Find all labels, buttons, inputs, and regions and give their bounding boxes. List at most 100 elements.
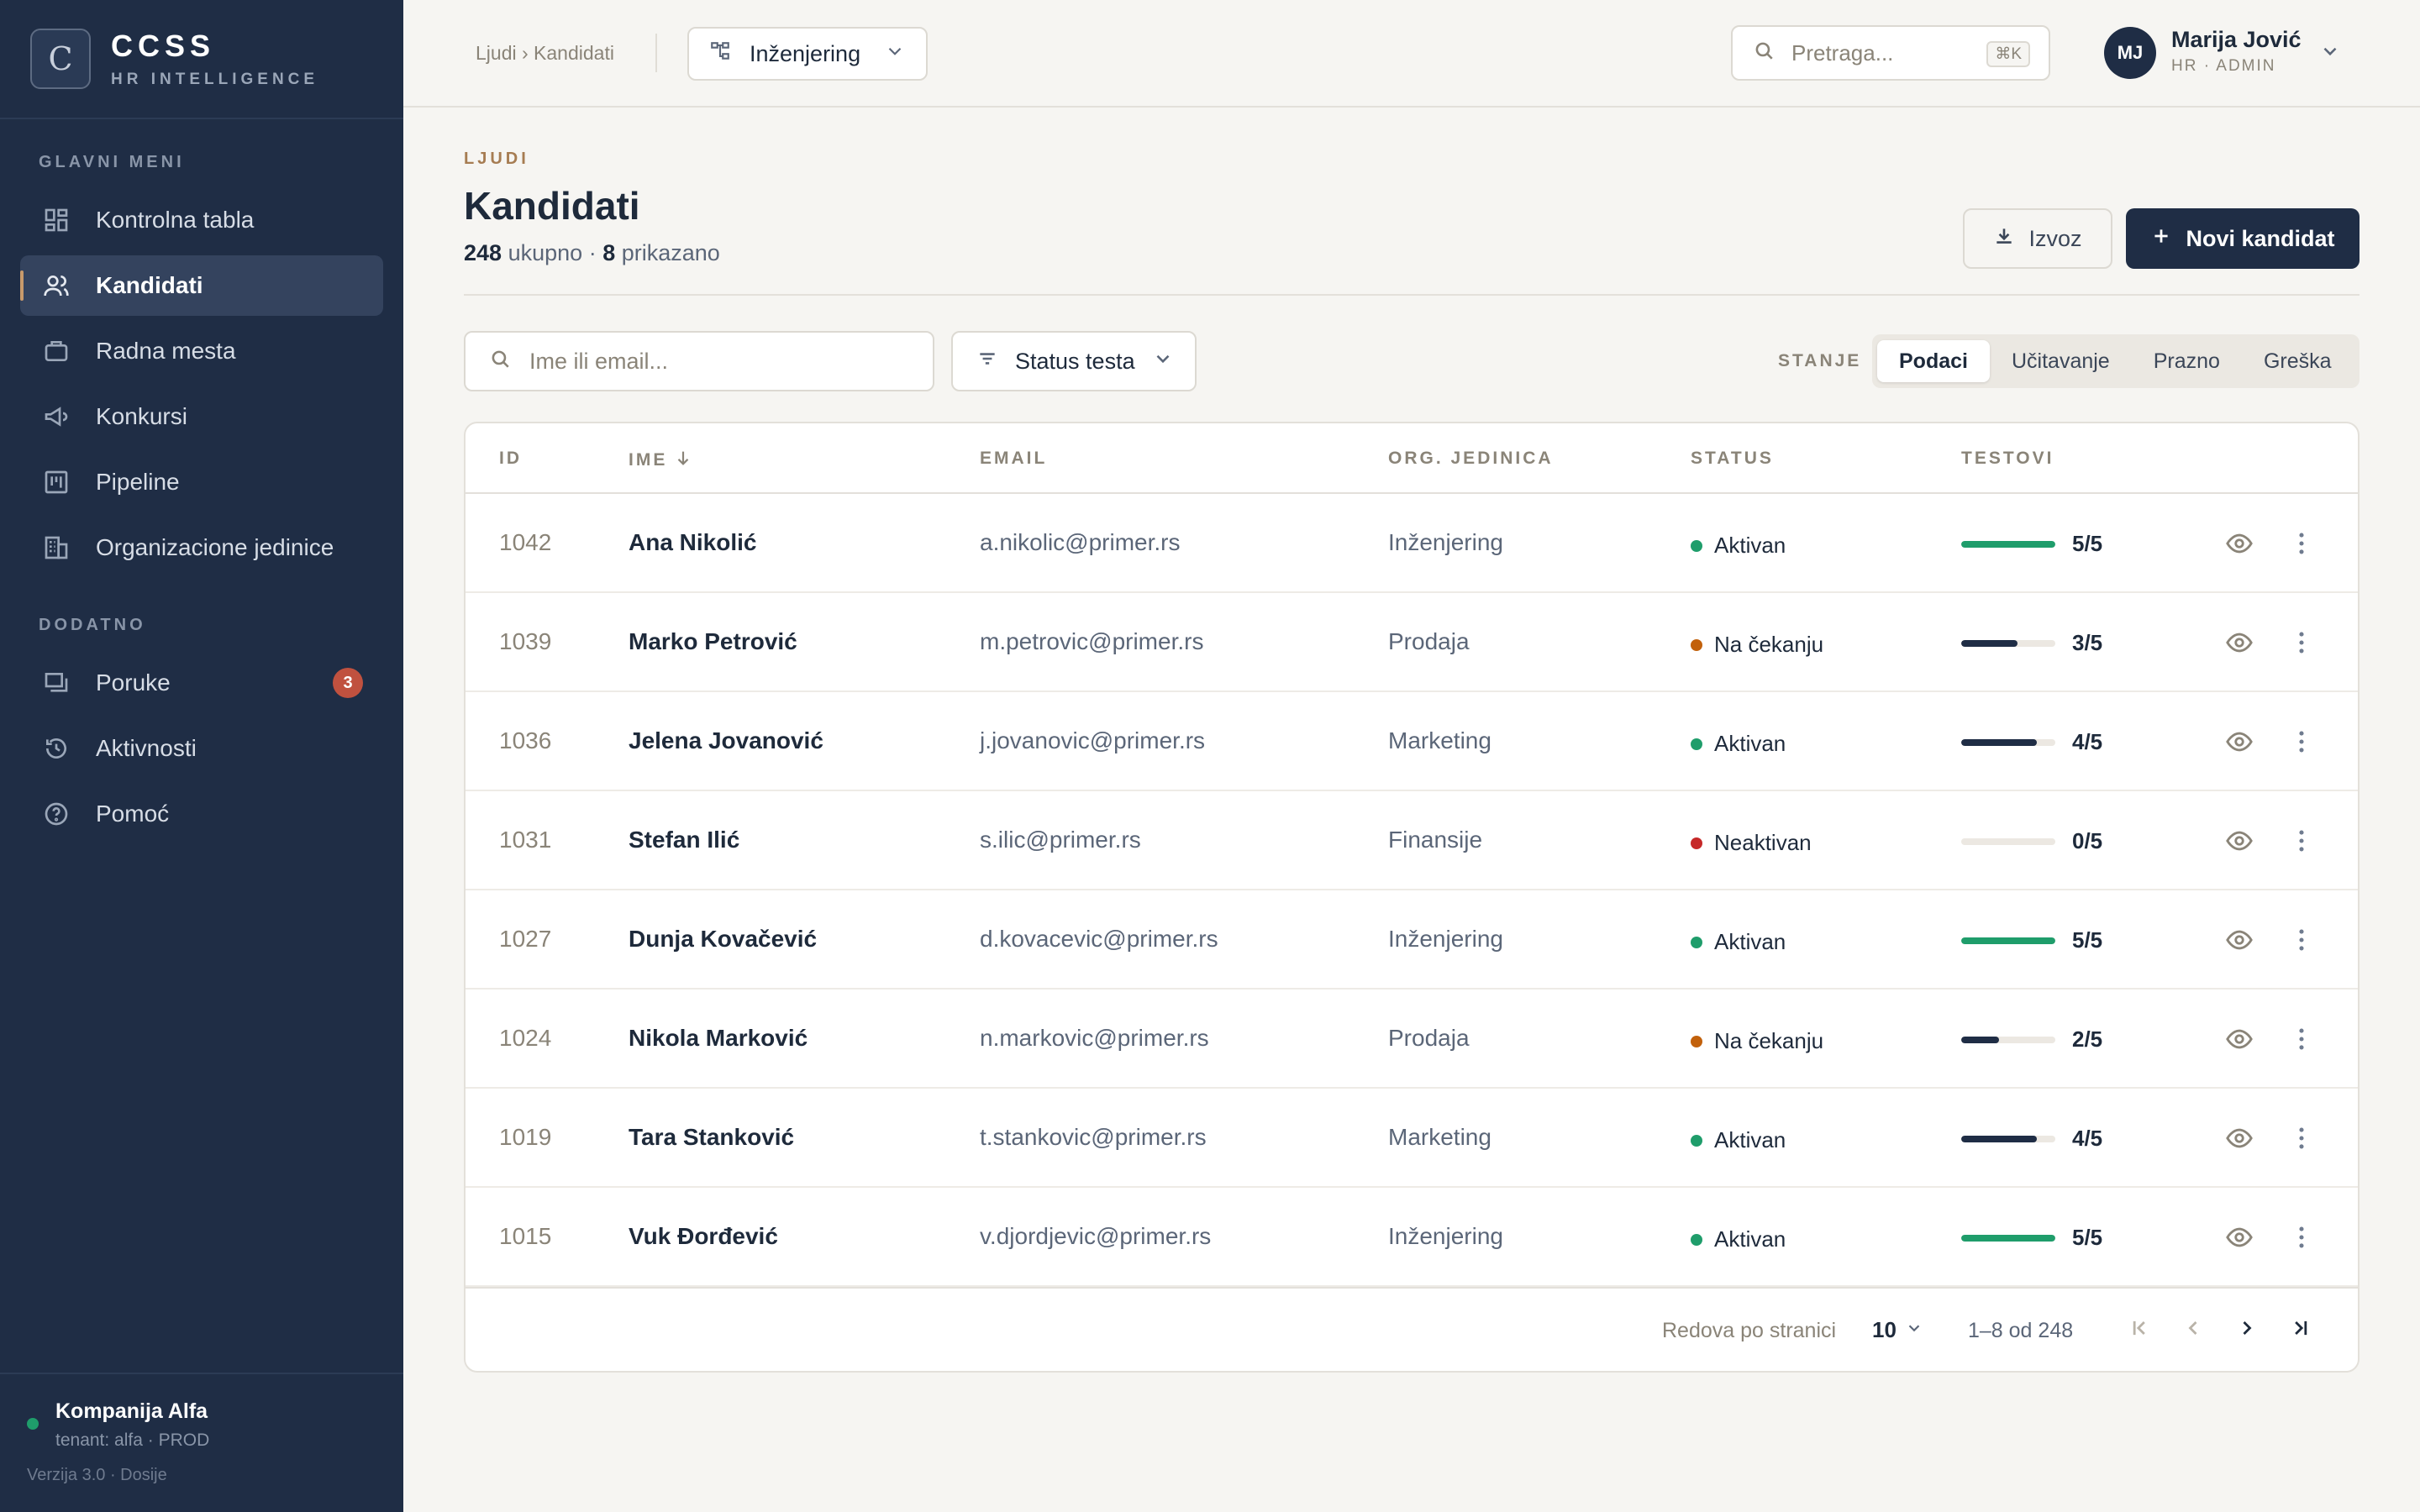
tests-progress-bar	[1961, 541, 2055, 548]
rows-per-page-select[interactable]: 10	[1872, 1317, 1923, 1343]
sidebar-item-jobs[interactable]: Radna mesta	[20, 321, 383, 381]
view-eye-icon[interactable]	[2225, 827, 2254, 861]
table-row[interactable]: 1039 Marko Petrović m.petrovic@primer.rs Pr…	[466, 593, 2358, 692]
view-eye-icon[interactable]	[2225, 1223, 2254, 1257]
sidebar-item-activities[interactable]: Aktivnosti	[20, 718, 383, 779]
sidebar-item-dashboard[interactable]: Kontrolna tabla	[20, 190, 383, 250]
candidate-name[interactable]: Marko Petrović	[629, 628, 797, 654]
column-header-id[interactable]: ID	[499, 449, 522, 468]
state-option-empty[interactable]: Prazno	[2153, 349, 2220, 373]
search-icon	[489, 348, 511, 375]
more-vertical-icon[interactable]	[2287, 1223, 2316, 1257]
department-select-value: Inženjering	[750, 40, 861, 66]
candidate-search-input[interactable]	[529, 348, 916, 375]
table-row[interactable]: 1015 Vuk Đorđević v.djordjevic@primer.rs In…	[466, 1188, 2358, 1287]
user-name[interactable]: Marija Jović	[2171, 27, 2302, 52]
view-eye-icon[interactable]	[2225, 1025, 2254, 1059]
more-vertical-icon[interactable]	[2287, 1124, 2316, 1158]
avatar[interactable]: MJ	[2104, 27, 2156, 79]
brand-name: CCSS	[111, 29, 216, 63]
more-vertical-icon[interactable]	[2287, 926, 2316, 960]
candidates-table: ID IME EMAIL ORG. JEDINICA STATUS TESTOV…	[464, 422, 2360, 1373]
sidebar-item-help[interactable]: Pomoć	[20, 784, 383, 844]
status-badge: Aktivan	[1691, 533, 1786, 559]
view-eye-icon[interactable]	[2225, 628, 2254, 663]
sidebar-item-label: Kandidati	[96, 272, 203, 298]
tests-count: 5/5	[2072, 927, 2103, 953]
state-option-error[interactable]: Greška	[2263, 349, 2332, 373]
more-vertical-icon[interactable]	[2287, 529, 2316, 564]
tests-count: 5/5	[2072, 1225, 2103, 1250]
candidate-name[interactable]: Ana Nikolić	[629, 529, 757, 555]
candidate-name[interactable]: Stefan Ilić	[629, 827, 740, 853]
page-eyebrow: LJUDI	[464, 150, 529, 168]
more-vertical-icon[interactable]	[2287, 628, 2316, 663]
view-eye-icon[interactable]	[2225, 529, 2254, 564]
sidebar-item-label: Kontrolna tabla	[96, 207, 255, 233]
table-row[interactable]: 1024 Nikola Marković n.markovic@primer.rs P…	[466, 990, 2358, 1089]
tests-progress-bar	[1961, 640, 2055, 647]
candidate-name[interactable]: Tara Stanković	[629, 1124, 795, 1150]
prev-page-button[interactable]	[2176, 1314, 2210, 1347]
next-page-button[interactable]	[2230, 1314, 2264, 1347]
column-header-org[interactable]: ORG. JEDINICA	[1388, 449, 1554, 468]
column-header-status[interactable]: STATUS	[1691, 449, 1774, 468]
sidebar-item-label: Poruke	[96, 669, 171, 696]
column-header-tests[interactable]: TESTOVI	[1961, 449, 2054, 468]
tests-count: 5/5	[2072, 531, 2103, 556]
breadcrumb[interactable]: Ljudi › Kandidati	[476, 42, 614, 64]
table-row[interactable]: 1031 Stefan Ilić s.ilic@primer.rs Finansije…	[466, 791, 2358, 890]
view-eye-icon[interactable]	[2225, 926, 2254, 960]
sidebar-item-competitions[interactable]: Konkursi	[20, 386, 383, 447]
candidate-org-unit: Prodaja	[1388, 628, 1470, 654]
more-vertical-icon[interactable]	[2287, 827, 2316, 861]
table-row[interactable]: 1027 Dunja Kovačević d.kovacevic@primer.rs…	[466, 890, 2358, 990]
brand-logo: C	[30, 29, 91, 89]
header-divider	[464, 294, 2360, 296]
table-row[interactable]: 1019 Tara Stanković t.stankovic@primer.rs M…	[466, 1089, 2358, 1188]
test-status-filter[interactable]: Status testa	[951, 331, 1197, 391]
status-dot	[1691, 738, 1702, 750]
tenant-name: Kompanija Alfa	[55, 1399, 208, 1423]
status-dot	[1691, 1233, 1702, 1246]
more-vertical-icon[interactable]	[2287, 1025, 2316, 1059]
view-eye-icon[interactable]	[2225, 1124, 2254, 1158]
global-search[interactable]: Pretraga... ⌘K	[1731, 25, 2050, 81]
status-dot	[1691, 837, 1702, 849]
status-badge: Neaktivan	[1691, 830, 1812, 856]
dashboard-icon	[42, 206, 71, 234]
status-label: Aktivan	[1714, 1127, 1786, 1152]
tenant-switcher[interactable]: Kompanija Alfa tenant: alfa · PROD	[0, 1373, 403, 1451]
candidate-name[interactable]: Nikola Marković	[629, 1025, 808, 1051]
view-eye-icon[interactable]	[2225, 727, 2254, 762]
candidate-name[interactable]: Jelena Jovanović	[629, 727, 823, 753]
new-candidate-button[interactable]: Novi kandidat	[2126, 208, 2360, 269]
table-row[interactable]: 1042 Ana Nikolić a.nikolic@primer.rs Inženj…	[466, 494, 2358, 593]
brand[interactable]: C CCSS HR INTELLIGENCE	[0, 0, 403, 119]
sidebar-item-label: Pipeline	[96, 469, 180, 495]
status-dot	[1691, 1134, 1702, 1147]
sidebar-item-candidates[interactable]: Kandidati	[20, 255, 383, 316]
candidate-search[interactable]	[464, 331, 934, 391]
table-row[interactable]: 1036 Jelena Jovanović j.jovanovic@primer.r…	[466, 692, 2358, 791]
chevron-left-icon	[2181, 1316, 2205, 1346]
column-header-name[interactable]: IME	[629, 449, 692, 472]
candidate-name[interactable]: Vuk Đorđević	[629, 1223, 778, 1249]
department-select[interactable]: Inženjering	[687, 27, 928, 81]
state-segmented-control: Podaci Učitavanje Prazno Greška	[1872, 334, 2360, 388]
candidate-name[interactable]: Dunja Kovačević	[629, 926, 818, 952]
user-menu-chevron-icon[interactable]	[2319, 40, 2341, 68]
tests-count: 3/5	[2072, 630, 2103, 655]
status-badge: Na čekanju	[1691, 632, 1823, 658]
state-option-loading[interactable]: Učitavanje	[2011, 349, 2110, 373]
sidebar-item-messages[interactable]: Poruke 3	[20, 653, 383, 713]
column-header-email[interactable]: EMAIL	[980, 449, 1048, 468]
more-vertical-icon[interactable]	[2287, 727, 2316, 762]
first-page-button[interactable]	[2123, 1314, 2156, 1347]
last-page-button[interactable]	[2284, 1314, 2317, 1347]
state-option-data[interactable]: Podaci	[1877, 340, 1990, 382]
sidebar-item-pipeline[interactable]: Pipeline	[20, 452, 383, 512]
tests-progress-fill	[1961, 1136, 2037, 1142]
sidebar-item-org-units[interactable]: Organizacione jedinice	[20, 517, 383, 578]
export-button[interactable]: Izvoz	[1963, 208, 2112, 269]
